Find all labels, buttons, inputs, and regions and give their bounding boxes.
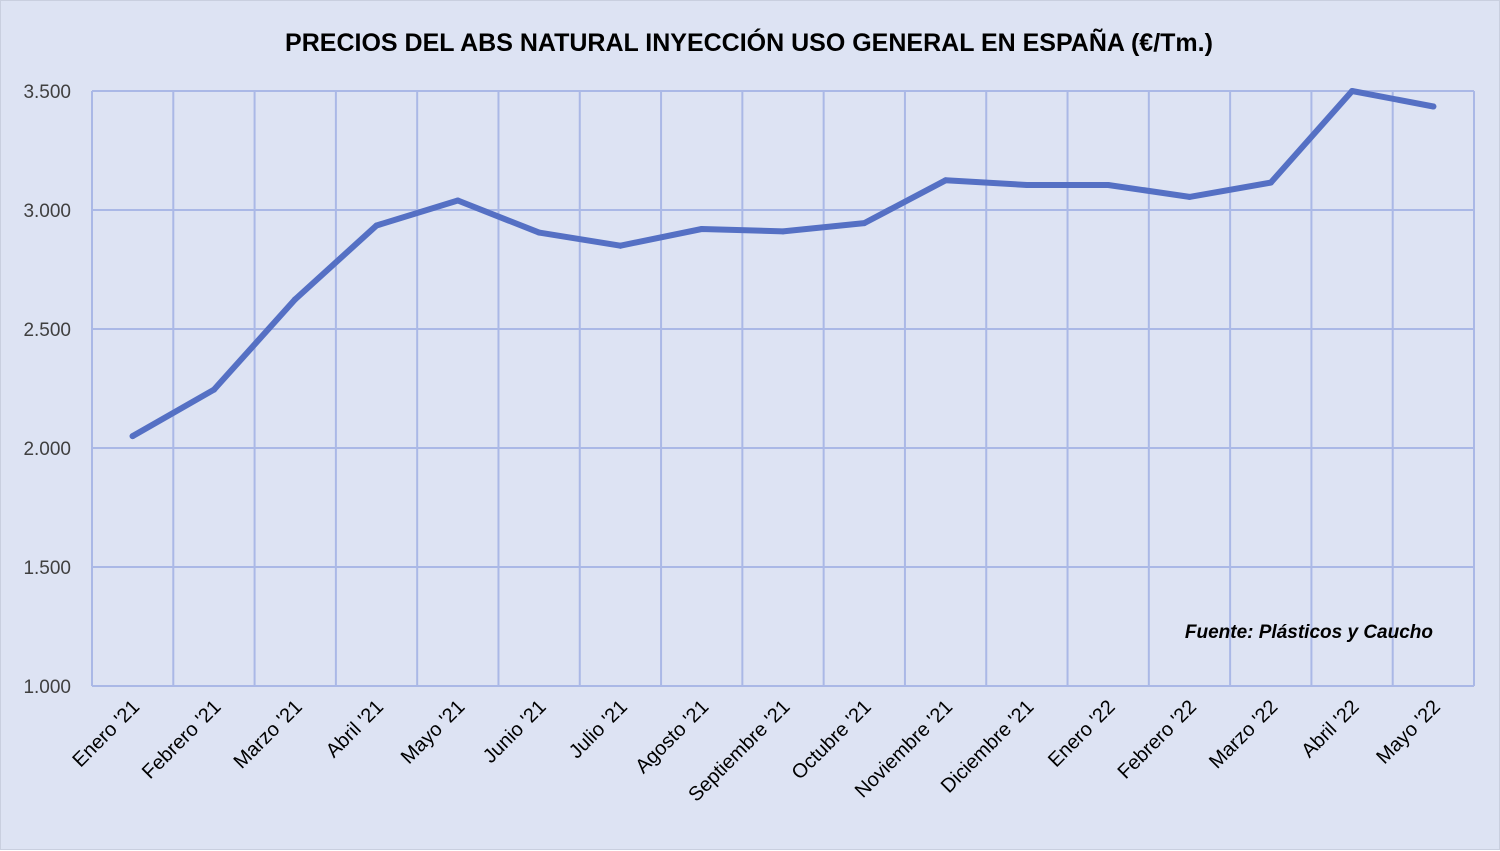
x-tick-label: Julio '21 <box>565 696 632 763</box>
y-tick-label: 1.000 <box>23 677 71 698</box>
y-tick-label: 2.000 <box>23 439 71 460</box>
x-tick-label: Octubre '21 <box>788 696 876 784</box>
x-tick-label: Marzo '22 <box>1205 696 1282 773</box>
data-point <box>292 296 299 303</box>
data-point <box>454 197 461 204</box>
series-layer <box>129 88 1437 440</box>
data-point <box>861 220 868 227</box>
data-point <box>373 222 380 229</box>
chart-title: PRECIOS DEL ABS NATURAL INYECCIÓN USO GE… <box>285 27 1213 57</box>
y-tick-label: 1.500 <box>23 558 71 579</box>
data-point <box>617 242 624 249</box>
x-tick-label: Agosto '21 <box>631 696 713 778</box>
x-tick-label: Abril '21 <box>322 696 388 762</box>
data-point <box>1267 179 1274 186</box>
data-point <box>942 177 949 184</box>
data-point <box>129 433 136 440</box>
data-point <box>1186 193 1193 200</box>
x-tick-label: Junio '21 <box>479 696 551 768</box>
x-tick-label: Abril '22 <box>1297 696 1363 762</box>
x-tick-label: Enero '22 <box>1044 696 1120 772</box>
y-axis-ticks: 1.000 1.500 2.000 2.500 3.000 3.500 <box>23 82 71 698</box>
y-tick-label: 2.500 <box>23 320 71 341</box>
x-tick-label: Enero '21 <box>69 696 145 772</box>
data-point <box>780 228 786 235</box>
data-point <box>698 226 705 233</box>
data-point <box>1023 182 1030 189</box>
x-tick-label: Mayo '21 <box>397 696 470 769</box>
data-point <box>1430 103 1437 110</box>
y-tick-label: 3.500 <box>23 82 71 103</box>
gridlines <box>91 90 1475 687</box>
source-annotation: Fuente: Plásticos y Caucho <box>1185 622 1433 643</box>
x-tick-label: Febrero '21 <box>138 696 225 783</box>
data-point <box>1349 88 1356 94</box>
x-tick-label: Febrero '22 <box>1114 696 1201 783</box>
y-tick-label: 3.000 <box>23 201 71 222</box>
x-tick-label: Marzo '21 <box>230 696 307 773</box>
data-point <box>210 386 217 393</box>
x-tick-label: Mayo '22 <box>1372 696 1445 769</box>
series-line <box>129 88 1437 440</box>
data-point <box>536 229 543 236</box>
data-point <box>1105 182 1112 189</box>
